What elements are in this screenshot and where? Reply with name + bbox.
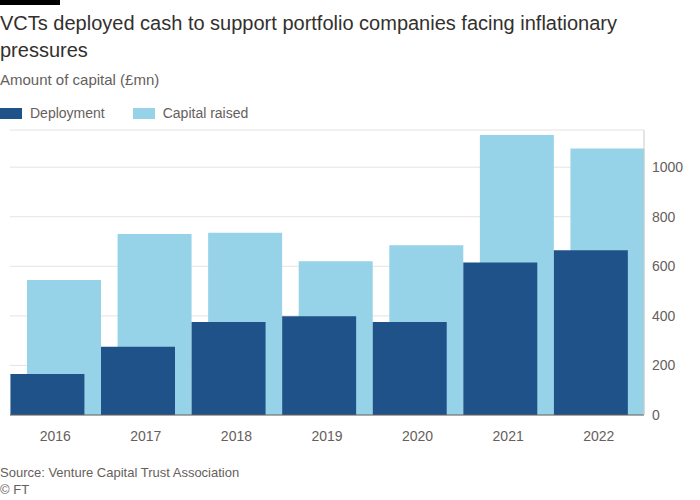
html-text:Source: Venture Capital Trust: Source: Venture Capital Trust Associatio…	[0, 465, 240, 480]
svg-text:200: 200	[652, 357, 676, 373]
svg-text:400: 400	[652, 308, 676, 324]
svg-text:800: 800	[652, 209, 676, 225]
html-text:© FT: © FT	[0, 482, 30, 497]
svg-text:2021: 2021	[493, 428, 524, 444]
svg-text:2018: 2018	[221, 428, 252, 444]
svg-text:2020: 2020	[402, 428, 433, 444]
svg-text:2019: 2019	[311, 428, 342, 444]
html-text:Deployment: Deployment	[30, 105, 105, 121]
svg-text:2022: 2022	[583, 428, 614, 444]
svg-text:1000: 1000	[652, 159, 683, 175]
html-text:VCTs deployed cash to support: VCTs deployed cash to support portfolio …	[0, 12, 617, 61]
svg-text:2016: 2016	[40, 428, 71, 444]
html-text:Capital raised: Capital raised	[162, 105, 249, 121]
svg-text:600: 600	[652, 258, 676, 274]
html-text:Amount of capital (£mn): Amount of capital (£mn)	[0, 71, 160, 88]
svg-text:2017: 2017	[130, 428, 161, 444]
svg-text:0: 0	[652, 407, 660, 423]
